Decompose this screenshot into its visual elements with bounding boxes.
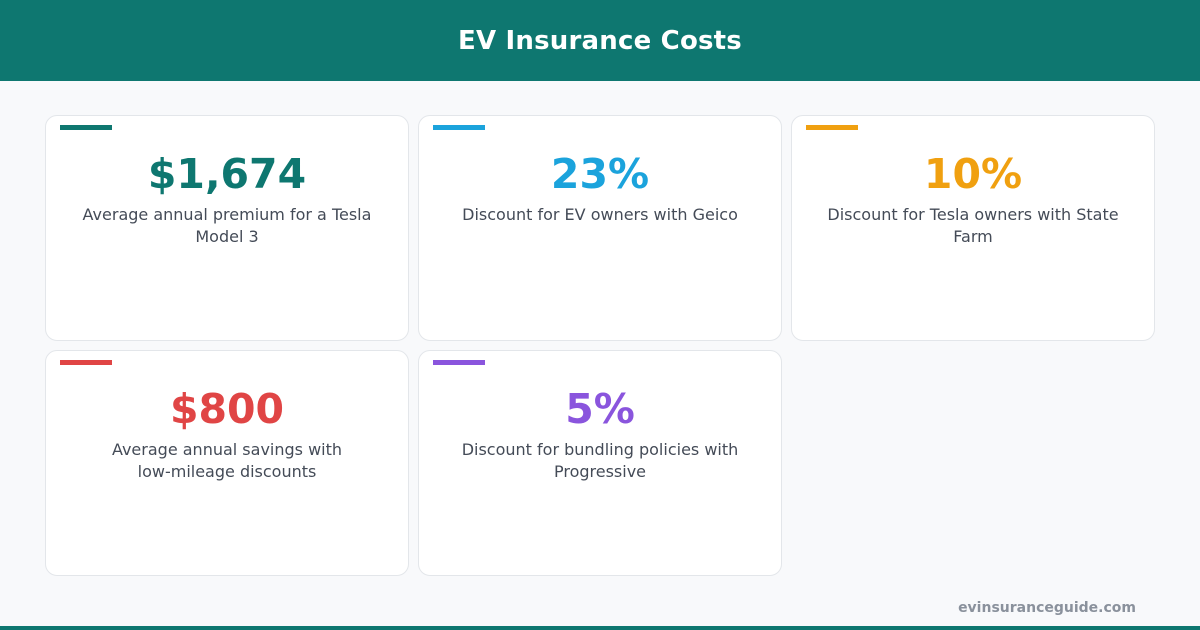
stat-card-tesla-premium: $1,674 Average annual premium for a Tesl…: [45, 115, 409, 341]
stat-value: $1,674: [147, 150, 307, 198]
card-accent-bar: [806, 125, 858, 130]
site-url: evinsuranceguide.com: [958, 600, 1136, 616]
card-accent-bar: [60, 360, 112, 365]
bottom-accent-bar: [0, 626, 1200, 630]
stat-value: $800: [169, 385, 285, 433]
stat-value: 10%: [923, 150, 1023, 198]
card-accent-bar: [433, 360, 485, 365]
header-banner: EV Insurance Costs: [0, 0, 1200, 81]
stat-description: Discount for Tesla owners with State Far…: [827, 205, 1119, 246]
stat-card-state-farm-discount: 10% Discount for Tesla owners with State…: [791, 115, 1155, 341]
card-accent-bar: [60, 125, 112, 130]
stat-description: Discount for bundling policies with Prog…: [461, 440, 739, 481]
stat-card-progressive-bundling: 5% Discount for bundling policies with P…: [418, 350, 782, 576]
stat-description: Discount for EV owners with Geico: [462, 205, 738, 224]
card-accent-bar: [433, 125, 485, 130]
stat-card-low-mileage-savings: $800 Average annual savings with low-mil…: [45, 350, 409, 576]
stat-card-geico-discount: 23% Discount for EV owners with Geico: [418, 115, 782, 341]
stat-value: 23%: [550, 150, 650, 198]
stat-description: Average annual premium for a Tesla Model…: [82, 205, 372, 246]
stat-value: 5%: [565, 385, 635, 433]
stat-description: Average annual savings with low-mileage …: [111, 440, 343, 481]
page-title: EV Insurance Costs: [457, 25, 742, 56]
